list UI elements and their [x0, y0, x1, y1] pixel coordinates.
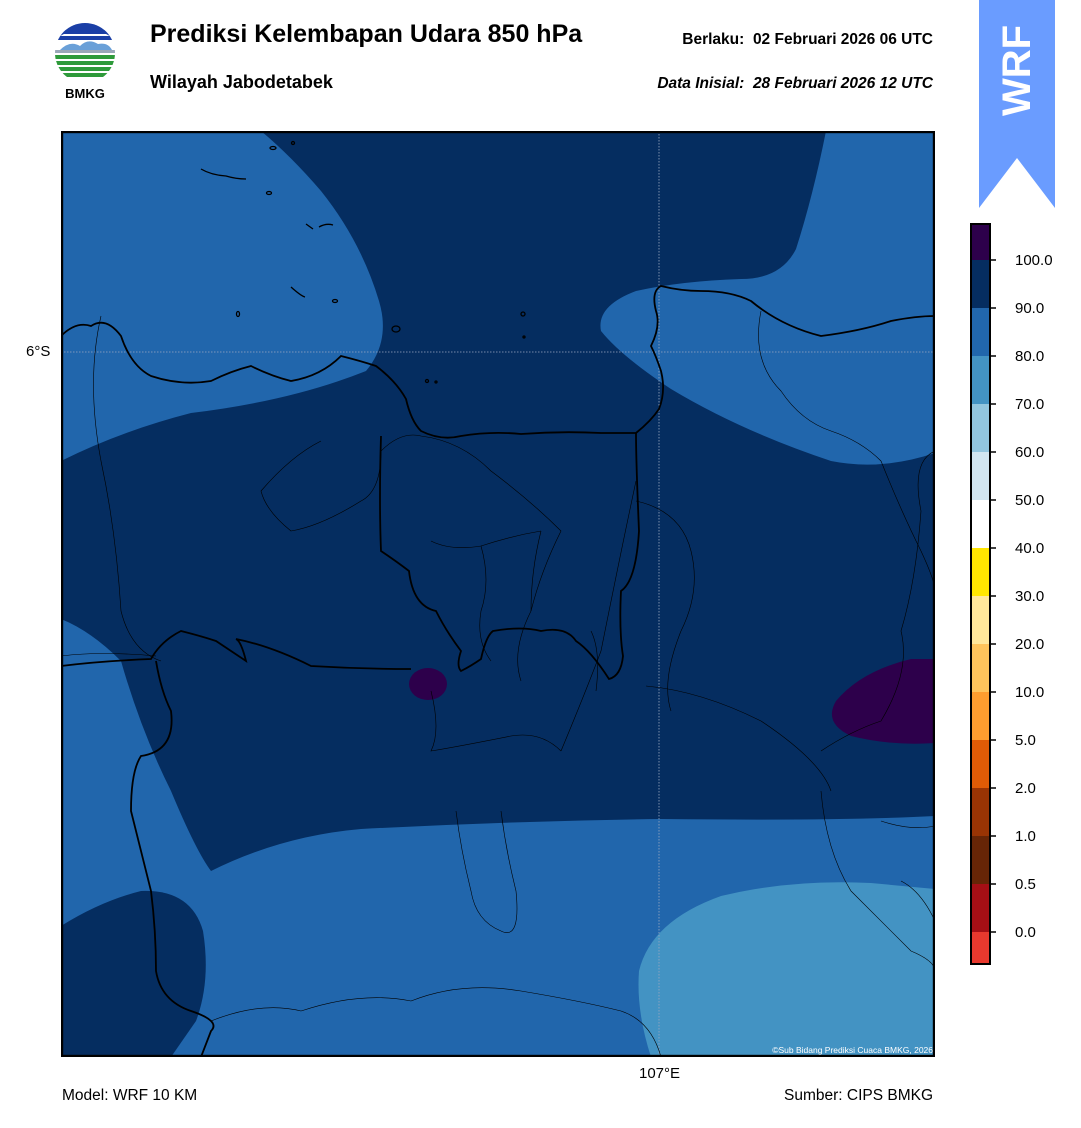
- colorbar-swatch: [971, 692, 990, 740]
- logo-text: BMKG: [65, 86, 105, 101]
- colorbar-swatch: [971, 356, 990, 404]
- longitude-label: 107°E: [639, 1065, 681, 1082]
- source-label: Sumber: CIPS BMKG: [783, 1087, 933, 1104]
- map-frame: [61, 131, 935, 1057]
- colorbar-tick-label: 20.0: [1015, 636, 1044, 653]
- colorbar-tick-label: 2.0: [1015, 780, 1036, 797]
- wrf-badge: WRF: [979, 0, 1055, 208]
- initial-time: Data Inisial: 28 Februari 2026 12 UTC: [657, 75, 933, 93]
- colorbar-swatch: [971, 788, 990, 836]
- colorbar-tick-label: 50.0: [1015, 492, 1044, 509]
- wrf-badge-text: WRF: [995, 25, 1039, 116]
- humidity-band-90-100-sw: [61, 890, 206, 1057]
- province-boundaries: [61, 285, 935, 1057]
- humidity-band-100-center: [409, 668, 447, 700]
- colorbar-tick-label: 5.0: [1015, 732, 1036, 749]
- humidity-band-100-east: [831, 659, 935, 744]
- initial-value: 28 Februari 2026 12 UTC: [752, 75, 933, 92]
- colorbar-tick-label: 60.0: [1015, 444, 1044, 461]
- latitude-label: 6°S: [26, 343, 51, 360]
- colorbar-swatch: [971, 260, 990, 308]
- copyright-text: ©Sub Bidang Prediksi Cuaca BMKG, 2026: [772, 1045, 933, 1055]
- colorbar-swatch: [971, 452, 990, 500]
- colorbar-tick-label: 30.0: [1015, 588, 1044, 605]
- colorbar-frame: [970, 223, 991, 965]
- valid-value: 02 Februari 2026 06 UTC: [752, 31, 933, 48]
- valid-time: Berlaku: 02 Februari 2026 06 UTC: [682, 31, 933, 49]
- regency-boundaries: [61, 310, 935, 1057]
- colorbar-swatches: [971, 224, 990, 964]
- initial-label: Data Inisial:: [657, 75, 745, 92]
- colorbar-swatch: [971, 500, 990, 548]
- colorbar-swatch: [971, 404, 990, 452]
- colorbar-swatch: [971, 884, 990, 932]
- colorbar-swatch: [971, 740, 990, 788]
- colorbar-swatch: [971, 836, 990, 884]
- colorbar-swatch: [971, 548, 990, 596]
- colorbar-ticks: 100.0 90.0 80.0 70.0 60.0 50.0 40.0 30.0 20.0 10.…: [990, 252, 1053, 941]
- colorbar-swatch: [971, 596, 990, 644]
- bmkg-logo: BMKG: [55, 23, 115, 101]
- humidity-band-90-100: [61, 131, 935, 871]
- colorbar-tick-label: 10.0: [1015, 684, 1044, 701]
- humidity-band-70-80: [638, 882, 935, 1057]
- colorbar: 100.0 90.0 80.0 70.0 60.0 50.0 40.0 30.0 20.0 10.…: [970, 223, 1053, 965]
- map-title: Prediksi Kelembapan Udara 850 hPa: [150, 20, 583, 48]
- colorbar-tick-label: 90.0: [1015, 300, 1044, 317]
- colorbar-tick-label: 80.0: [1015, 348, 1044, 365]
- islands: [200, 140, 526, 384]
- colorbar-tick-label: 0.0: [1015, 924, 1036, 941]
- model-label: Model: WRF 10 KM: [62, 1087, 198, 1104]
- colorbar-swatch: [971, 644, 990, 692]
- colorbar-tick-label: 70.0: [1015, 396, 1044, 413]
- colorbar-tick-label: 40.0: [1015, 540, 1044, 557]
- colorbar-tick-label: 0.5: [1015, 876, 1036, 893]
- humidity-map: ©Sub Bidang Prediksi Cuaca BMKG, 2026: [61, 131, 935, 1057]
- colorbar-swatch: [971, 308, 990, 356]
- valid-label: Berlaku:: [682, 31, 745, 48]
- colorbar-swatch: [971, 932, 990, 964]
- colorbar-tick-label: 100.0: [1015, 252, 1053, 269]
- colorbar-tick-label: 1.0: [1015, 828, 1036, 845]
- colorbar-swatch: [971, 224, 990, 260]
- map-subtitle: Wilayah Jabodetabek: [150, 72, 333, 92]
